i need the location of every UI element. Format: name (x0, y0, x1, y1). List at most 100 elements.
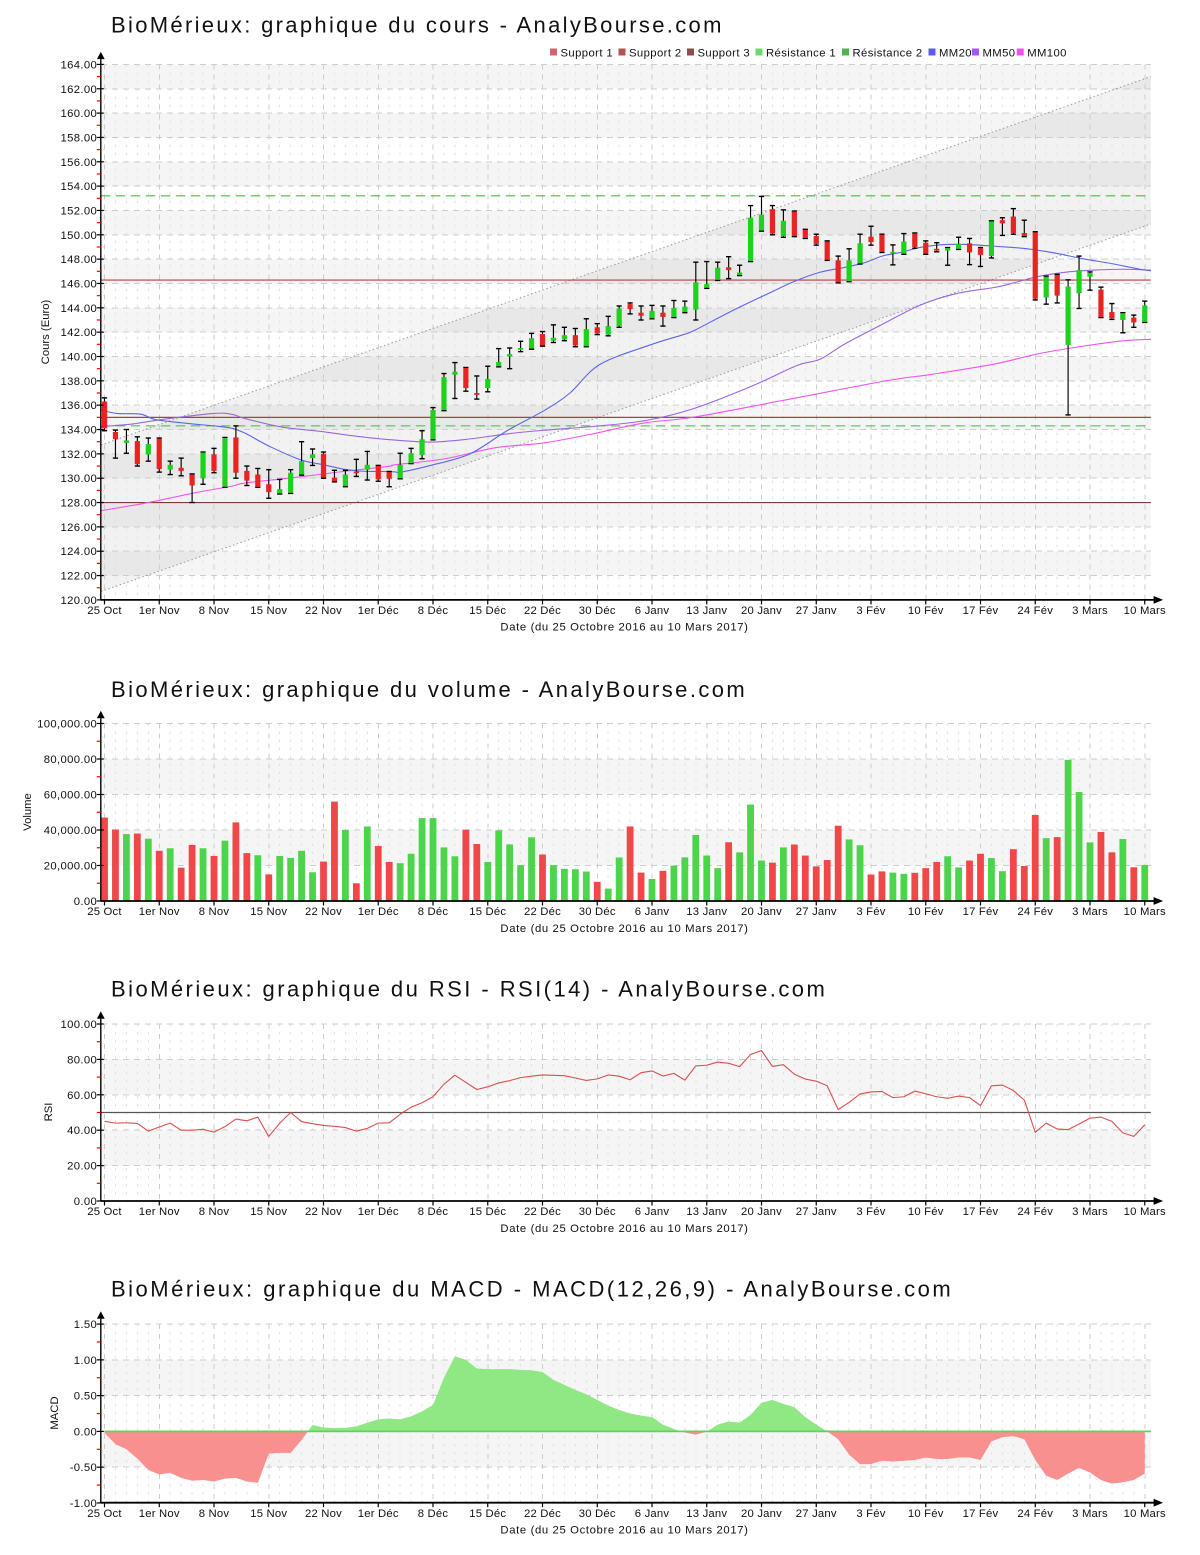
svg-text:0.00: 0.00 (74, 896, 97, 908)
svg-text:144.00: 144.00 (61, 303, 98, 315)
svg-text:148.00: 148.00 (61, 254, 98, 266)
svg-text:25 Oct: 25 Oct (87, 605, 122, 617)
svg-text:Support 2: Support 2 (629, 48, 682, 60)
svg-text:22 Déc: 22 Déc (524, 605, 561, 617)
svg-text:3 Fév: 3 Fév (856, 605, 885, 617)
svg-text:8 Nov: 8 Nov (199, 1206, 230, 1218)
svg-text:100.00: 100.00 (61, 1019, 98, 1031)
svg-text:120.00: 120.00 (61, 595, 98, 607)
svg-text:27 Janv: 27 Janv (796, 906, 837, 918)
svg-text:Cours (Euro): Cours (Euro) (40, 299, 52, 364)
svg-text:60.00: 60.00 (67, 1090, 97, 1102)
svg-text:15 Nov: 15 Nov (250, 605, 287, 617)
svg-text:30 Déc: 30 Déc (579, 1206, 616, 1218)
svg-text:Résistance 1: Résistance 1 (766, 48, 836, 60)
svg-text:80,000.00: 80,000.00 (44, 754, 97, 766)
svg-text:BioMérieux: graphique du volum: BioMérieux: graphique du volume - AnalyB… (111, 677, 747, 702)
svg-text:10 Fév: 10 Fév (908, 605, 944, 617)
svg-text:-0.50: -0.50 (70, 1462, 98, 1474)
svg-text:100,000.00: 100,000.00 (37, 719, 97, 731)
svg-text:140.00: 140.00 (61, 352, 98, 364)
svg-text:158.00: 158.00 (61, 132, 98, 144)
svg-text:134.00: 134.00 (61, 425, 98, 437)
svg-text:3 Fév: 3 Fév (856, 1508, 885, 1520)
svg-text:27 Janv: 27 Janv (796, 605, 837, 617)
svg-text:22 Nov: 22 Nov (305, 605, 342, 617)
svg-text:17 Fév: 17 Fév (963, 605, 999, 617)
svg-text:8 Nov: 8 Nov (199, 1508, 230, 1520)
svg-text:8 Déc: 8 Déc (418, 605, 449, 617)
svg-text:1er Déc: 1er Déc (358, 1508, 399, 1520)
svg-text:1er Nov: 1er Nov (139, 1508, 180, 1520)
svg-text:15 Déc: 15 Déc (469, 1206, 506, 1218)
svg-text:Date (du 25 Octobre 2016 au 10: Date (du 25 Octobre 2016 au 10 Mars 2017… (500, 1223, 748, 1235)
svg-text:25 Oct: 25 Oct (87, 1508, 122, 1520)
svg-text:24 Fév: 24 Fév (1017, 1206, 1053, 1218)
svg-text:22 Nov: 22 Nov (305, 1206, 342, 1218)
svg-text:164.00: 164.00 (61, 59, 98, 71)
svg-text:15 Nov: 15 Nov (250, 906, 287, 918)
svg-text:150.00: 150.00 (61, 230, 98, 242)
svg-text:30 Déc: 30 Déc (579, 1508, 616, 1520)
svg-text:20,000.00: 20,000.00 (44, 861, 97, 873)
svg-text:136.00: 136.00 (61, 400, 98, 412)
svg-text:1er Nov: 1er Nov (139, 1206, 180, 1218)
svg-text:8 Déc: 8 Déc (418, 1508, 449, 1520)
svg-text:22 Déc: 22 Déc (524, 906, 561, 918)
svg-text:10 Mars: 10 Mars (1124, 906, 1166, 918)
svg-text:BioMérieux: graphique du RSI -: BioMérieux: graphique du RSI - RSI(14) -… (111, 977, 827, 1002)
svg-text:MM50: MM50 (983, 48, 1016, 60)
svg-text:Support 3: Support 3 (698, 48, 751, 60)
svg-text:-1.00: -1.00 (70, 1498, 98, 1510)
svg-text:0.00: 0.00 (74, 1426, 97, 1438)
svg-text:22 Déc: 22 Déc (524, 1508, 561, 1520)
svg-text:40,000.00: 40,000.00 (44, 825, 97, 837)
svg-text:1.50: 1.50 (74, 1319, 97, 1331)
svg-text:6 Janv: 6 Janv (635, 906, 670, 918)
svg-text:20 Janv: 20 Janv (741, 906, 782, 918)
svg-text:13 Janv: 13 Janv (686, 605, 727, 617)
svg-text:10 Fév: 10 Fév (908, 1508, 944, 1520)
svg-text:128.00: 128.00 (61, 498, 98, 510)
svg-text:17 Fév: 17 Fév (963, 906, 999, 918)
svg-text:27 Janv: 27 Janv (796, 1508, 837, 1520)
svg-text:13 Janv: 13 Janv (686, 906, 727, 918)
svg-text:15 Déc: 15 Déc (469, 906, 506, 918)
svg-text:3 Fév: 3 Fév (856, 906, 885, 918)
svg-text:30 Déc: 30 Déc (579, 605, 616, 617)
svg-text:15 Nov: 15 Nov (250, 1508, 287, 1520)
svg-text:60,000.00: 60,000.00 (44, 790, 97, 802)
svg-text:20.00: 20.00 (67, 1161, 97, 1173)
svg-text:142.00: 142.00 (61, 327, 98, 339)
svg-text:MACD: MACD (49, 1396, 61, 1429)
svg-text:20 Janv: 20 Janv (741, 1508, 782, 1520)
svg-text:130.00: 130.00 (61, 473, 98, 485)
svg-text:152.00: 152.00 (61, 205, 98, 217)
svg-text:15 Déc: 15 Déc (469, 1508, 506, 1520)
svg-text:3 Mars: 3 Mars (1072, 1508, 1108, 1520)
svg-text:124.00: 124.00 (61, 546, 98, 558)
svg-text:30 Déc: 30 Déc (579, 906, 616, 918)
svg-text:Date (du 25 Octobre 2016 au 10: Date (du 25 Octobre 2016 au 10 Mars 2017… (500, 923, 748, 935)
svg-text:25 Oct: 25 Oct (87, 906, 122, 918)
svg-text:MM20: MM20 (939, 48, 972, 60)
svg-text:15 Nov: 15 Nov (250, 1206, 287, 1218)
svg-text:Volume: Volume (22, 793, 34, 831)
svg-text:22 Déc: 22 Déc (524, 1206, 561, 1218)
svg-text:24 Fév: 24 Fév (1017, 1508, 1053, 1520)
svg-text:3 Fév: 3 Fév (856, 1206, 885, 1218)
svg-text:3 Mars: 3 Mars (1072, 605, 1108, 617)
svg-text:20 Janv: 20 Janv (741, 605, 782, 617)
svg-text:154.00: 154.00 (61, 181, 98, 193)
svg-text:10 Mars: 10 Mars (1124, 1508, 1166, 1520)
svg-text:132.00: 132.00 (61, 449, 98, 461)
svg-text:126.00: 126.00 (61, 522, 98, 534)
svg-text:10 Fév: 10 Fév (908, 1206, 944, 1218)
svg-text:15 Déc: 15 Déc (469, 605, 506, 617)
svg-text:0.00: 0.00 (74, 1196, 97, 1208)
svg-text:22 Nov: 22 Nov (305, 906, 342, 918)
svg-text:1er Déc: 1er Déc (358, 1206, 399, 1218)
svg-text:22 Nov: 22 Nov (305, 1508, 342, 1520)
svg-text:1er Déc: 1er Déc (358, 906, 399, 918)
svg-text:0.50: 0.50 (74, 1391, 97, 1403)
